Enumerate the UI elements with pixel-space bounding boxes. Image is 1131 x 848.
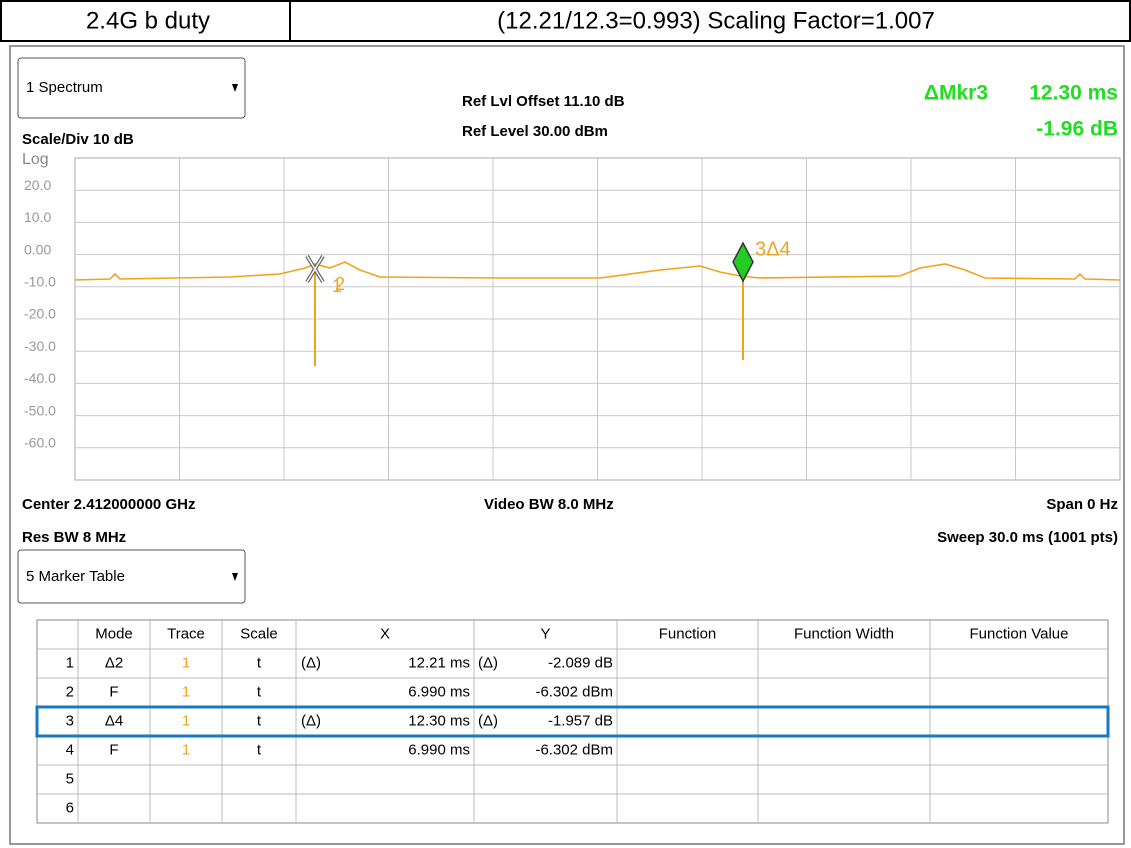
table-cell: 1 — [182, 654, 190, 671]
table-cell: 6.990 ms — [408, 741, 470, 758]
ref-level: Ref Level 30.00 dBm — [462, 123, 608, 140]
y-tick-label: -40.0 — [24, 370, 56, 386]
column-header: Y — [540, 625, 550, 642]
res-bw: Res BW 8 MHz — [22, 529, 126, 546]
column-header: Trace — [167, 625, 205, 642]
y-tick-label: 0.00 — [24, 241, 51, 257]
scale-div: Scale/Div 10 dB — [22, 131, 134, 148]
table-cell: 1 — [182, 712, 190, 729]
table-dropdown[interactable] — [17, 549, 246, 604]
column-header: Scale — [240, 625, 278, 642]
table-cell: 12.21 ms — [408, 654, 470, 671]
marker-table: Mode Trace Scale X Y Function Function Width Fu… — [35, 619, 1110, 824]
header-left: 2.4G b duty — [86, 7, 210, 34]
marker-x: 12.30 ms — [1029, 82, 1118, 105]
table-cell: F — [109, 741, 118, 758]
column-header: X — [380, 625, 390, 642]
span: Span 0 Hz — [1046, 496, 1118, 513]
sweep: Sweep 30.0 ms (1001 pts) — [937, 529, 1118, 546]
center-freq: Center 2.412000000 GHz — [22, 496, 195, 513]
dropdown-arrow — [232, 573, 238, 581]
y-tick-label: 10.0 — [24, 209, 51, 225]
marker-label: 1 — [332, 276, 342, 296]
table-cell: (Δ) — [478, 654, 498, 671]
table-cell: 3 — [66, 712, 74, 729]
table-cell: 6.990 ms — [408, 683, 470, 700]
y-tick-label: -60.0 — [24, 435, 56, 451]
table-cell: (Δ) — [301, 712, 321, 729]
table-cell: (Δ) — [301, 654, 321, 671]
video-bw: Video BW 8.0 MHz — [484, 496, 614, 513]
y-tick-label: -30.0 — [24, 338, 56, 354]
column-header: Function Width — [794, 625, 894, 642]
table-cell: t — [257, 654, 262, 671]
log-label: Log — [22, 151, 49, 168]
table-cell: Δ4 — [105, 712, 123, 729]
table-cell: F — [109, 683, 118, 700]
marker-diamond — [732, 241, 754, 283]
marker-label: 3Δ4 — [755, 238, 791, 260]
panel — [9, 45, 1125, 845]
y-tick-label: -50.0 — [24, 402, 56, 418]
table-cell: 1 — [182, 741, 190, 758]
y-tick-label: -10.0 — [24, 274, 56, 290]
table-cell: 2 — [66, 683, 74, 700]
table-cell: t — [257, 712, 262, 729]
selected-row — [35, 705, 1110, 738]
table-cell: 1 — [66, 654, 74, 671]
table-cell: t — [257, 741, 262, 758]
table-cell: 4 — [66, 741, 74, 758]
table-cell: -2.089 dB — [548, 654, 613, 671]
plot: 20.0 10.0 0.00 -10.0 -20.0 -30.0 -40.0 -50.0 -60… — [24, 157, 1121, 481]
table-cell: 5 — [66, 770, 74, 787]
table-window: 5 Marker Table — [26, 568, 125, 585]
column-header: Mode — [95, 625, 133, 642]
dropdown-arrow — [232, 84, 238, 92]
ref-offset: Ref Lvl Offset 11.10 dB — [462, 93, 625, 110]
table-cell: 6 — [66, 799, 74, 816]
y-tick-label: -20.0 — [24, 306, 56, 322]
table-cell: t — [257, 683, 262, 700]
header-right: (12.21/12.3=0.993) Scaling Factor=1.007 — [497, 7, 935, 34]
marker-y: -1.96 dB — [1036, 118, 1118, 141]
table-cell: 1 — [182, 683, 190, 700]
table-cell: Δ2 — [105, 654, 123, 671]
header-box — [0, 0, 1131, 42]
spectrum-window: 1 Spectrum — [26, 79, 103, 96]
table-cell: -6.302 dBm — [535, 741, 613, 758]
spectrum-dropdown[interactable] — [17, 57, 246, 119]
column-header: Function — [659, 625, 717, 642]
column-header: Function Value — [970, 625, 1069, 642]
table-cell: -1.957 dB — [548, 712, 613, 729]
marker-name: ΔMkr3 — [924, 82, 988, 105]
table-cell: (Δ) — [478, 712, 498, 729]
trace — [74, 261, 1121, 281]
table-cell: 12.30 ms — [408, 712, 470, 729]
marker-label: 2 — [335, 274, 345, 294]
y-tick-label: 20.0 — [24, 177, 51, 193]
marker-x-symbol — [306, 255, 324, 283]
table-cell: -6.302 dBm — [535, 683, 613, 700]
